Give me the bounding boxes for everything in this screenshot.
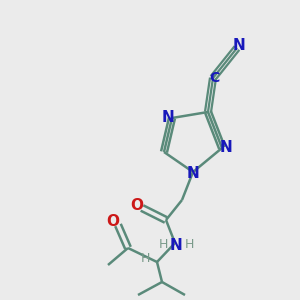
Text: N: N [187,166,200,181]
Text: O: O [106,214,119,230]
Text: H: H [158,238,168,251]
Text: O: O [130,197,143,212]
Text: N: N [232,38,245,53]
Text: H: H [140,251,150,265]
Text: N: N [169,238,182,253]
Text: H: H [184,238,194,251]
Text: N: N [220,140,232,155]
Text: C: C [209,71,219,85]
Text: N: N [162,110,174,125]
